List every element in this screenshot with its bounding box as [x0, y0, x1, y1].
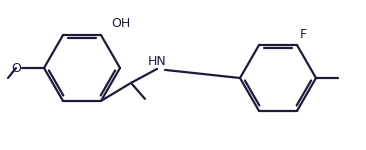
Text: OH: OH — [111, 17, 130, 30]
Text: HN: HN — [147, 55, 167, 68]
Text: O: O — [11, 61, 21, 75]
Text: F: F — [300, 28, 307, 41]
